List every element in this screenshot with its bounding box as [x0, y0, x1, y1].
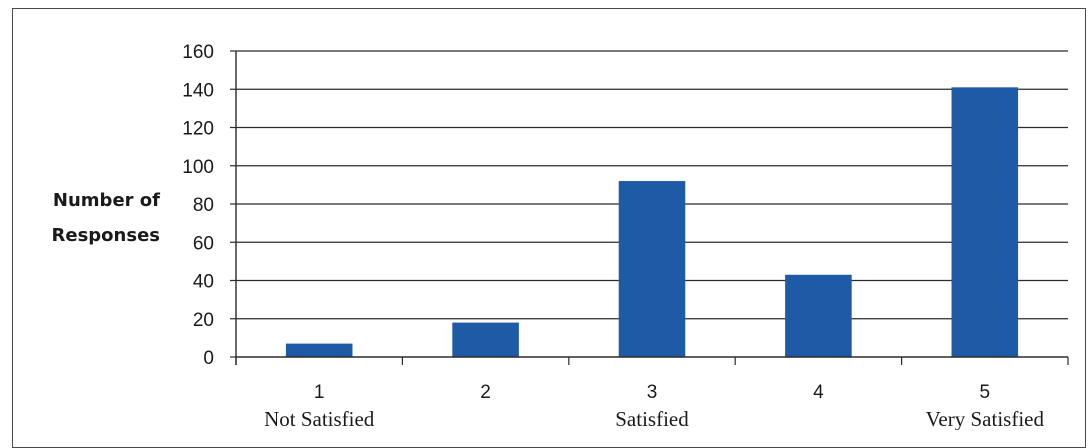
y-axis-label: Number of Responses: [52, 190, 161, 246]
y-tick-label: 140: [182, 80, 214, 101]
tick-labels: 0 20 40 60 80 100 120 140 160 1 Not Satisfied 2 3 Sat…: [182, 42, 1044, 430]
bar-1: [285, 343, 353, 357]
bar-chart: 0 20 40 60 80 100 120 140 160 1 Not Satisfied 2 3 Sat…: [52, 42, 1069, 430]
x-tick-label: 1: [314, 382, 325, 403]
bar-2: [452, 322, 519, 357]
y-tick-label: 0: [203, 348, 214, 369]
bar-3: [618, 181, 686, 357]
bar-4: [785, 274, 852, 357]
axes: [230, 50, 1069, 365]
y-tick-label: 80: [193, 195, 214, 216]
x-tick-label: 5: [980, 382, 991, 403]
y-tick-label: 120: [182, 119, 214, 140]
x-tick-label: 3: [647, 382, 658, 403]
bars: [285, 87, 1019, 358]
x-tick-label: 4: [813, 382, 824, 403]
y-tick-label: 60: [193, 233, 214, 254]
x-tick-label: 2: [480, 382, 491, 403]
bar-5: [951, 87, 1019, 358]
x-tick-sublabel: Very Satisfied: [926, 407, 1045, 430]
gridlines: [236, 50, 1068, 320]
y-tick-label: 40: [193, 272, 214, 293]
x-tick-sublabel: Not Satisfied: [264, 407, 375, 430]
y-axis-label-line-2: Responses: [52, 225, 160, 246]
y-tick-label: 100: [182, 157, 214, 178]
y-axis-label-line-1: Number of: [53, 190, 160, 211]
x-tick-sublabel: Satisfied: [615, 407, 689, 430]
y-tick-label: 160: [182, 42, 214, 63]
y-tick-label: 20: [193, 310, 214, 331]
